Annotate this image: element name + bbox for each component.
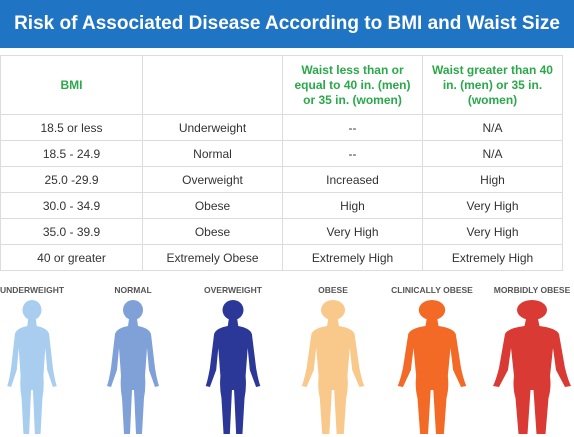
figure-silhouette <box>205 300 261 434</box>
table-cell: Extremely Obese <box>142 244 283 271</box>
figure-label: CLINICALLY OBESE <box>391 285 473 295</box>
table-cell: 30.0 - 34.9 <box>0 192 143 219</box>
table-row: 25.0 -29.9 Overweight Increased High <box>0 166 563 193</box>
table-row: 18.5 - 24.9 Normal -- N/A <box>0 140 563 167</box>
bmi-table: BMI Waist less than or equal to 40 in. (… <box>0 55 563 271</box>
table-cell: Increased <box>282 166 423 193</box>
figures: UNDERWEIGHT NORMAL OVERWEIGHT OBESE CLINICAL… <box>0 285 571 434</box>
table-row: 35.0 - 39.9 Obese Very High Very High <box>0 218 563 245</box>
table-cell: 18.5 or less <box>0 114 143 141</box>
table-cell: 40 or greater <box>0 244 143 271</box>
table-cell: Very High <box>422 218 563 245</box>
figure-silhouette <box>301 300 365 434</box>
table-cell: Extremely High <box>282 244 423 271</box>
figure-label: OBESE <box>318 285 348 295</box>
title-bar <box>0 0 574 48</box>
table-row: 40 or greater Extremely Obese Extremely Hi… <box>0 244 563 271</box>
column-header: BMI <box>0 55 143 115</box>
table-cell: -- <box>282 140 423 167</box>
table-cell: Normal <box>142 140 283 167</box>
table-cell: Obese <box>142 218 283 245</box>
table-row: 18.5 or less Underweight -- N/A <box>0 114 563 141</box>
figure-silhouette <box>397 300 467 434</box>
figure-label: NORMAL <box>114 285 151 295</box>
table-cell: Very High <box>282 218 423 245</box>
table-cell: 35.0 - 39.9 <box>0 218 143 245</box>
figure-label: OVERWEIGHT <box>204 285 263 295</box>
table-body: 18.5 or less Underweight -- N/A 18.5 - 24.9 N… <box>0 114 563 271</box>
figure-label: UNDERWEIGHT <box>0 285 65 295</box>
table-cell: -- <box>282 114 423 141</box>
table-cell: Obese <box>142 192 283 219</box>
table-cell: 18.5 - 24.9 <box>0 140 143 167</box>
title: Risk of Associated Disease According to … <box>14 13 560 34</box>
table-row: 30.0 - 34.9 Obese High Very High <box>0 192 563 219</box>
figure-silhouette <box>493 300 571 434</box>
table-cell: 25.0 -29.9 <box>0 166 143 193</box>
figure-silhouette <box>7 300 57 434</box>
table-cell: Extremely High <box>422 244 563 271</box>
table-cell: Underweight <box>142 114 283 141</box>
column-header: Waist greater than 40 in. (men) or 35 in… <box>422 55 563 115</box>
table-cell: N/A <box>422 114 563 141</box>
column-header: Waist less than or equal to 40 in. (men)… <box>282 55 423 115</box>
column-header-empty <box>142 55 283 115</box>
figure-label: MORBIDLY OBESE <box>494 285 571 295</box>
table-cell: Very High <box>422 192 563 219</box>
table-cell: High <box>282 192 423 219</box>
table-cell: N/A <box>422 140 563 167</box>
table-cell: Overweight <box>142 166 283 193</box>
header-row: BMI Waist less than or equal to 40 in. (… <box>0 55 563 115</box>
table-cell: High <box>422 166 563 193</box>
figure-silhouette <box>107 300 159 434</box>
